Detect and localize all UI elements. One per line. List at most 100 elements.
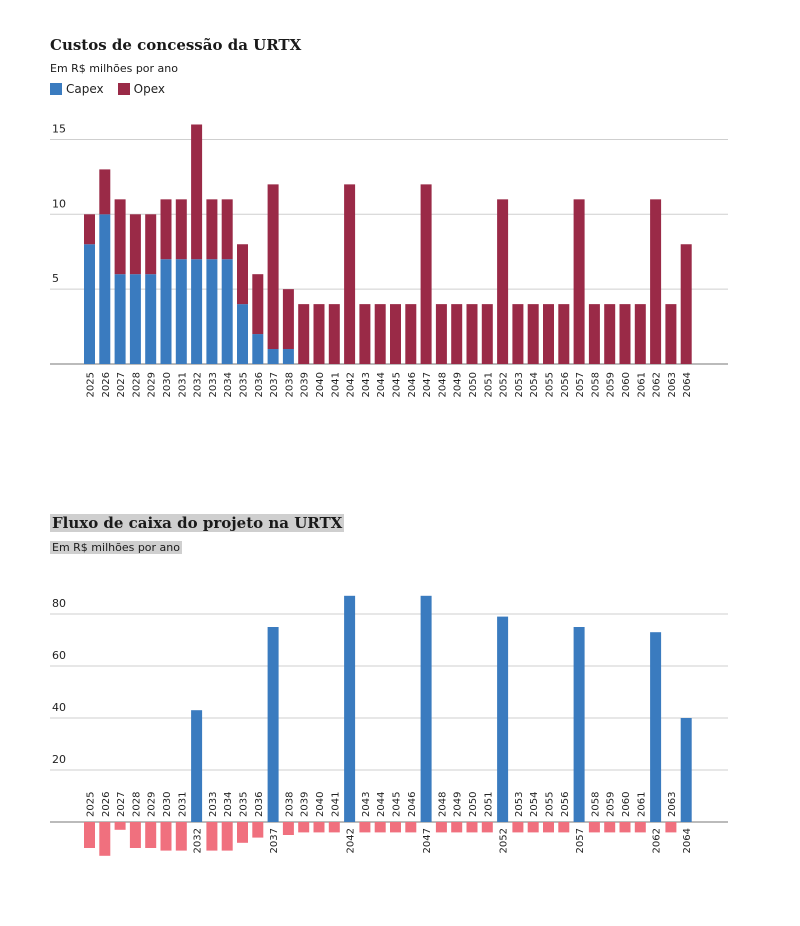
x-tick-label: 2026 — [101, 792, 112, 817]
bar-opex — [237, 244, 248, 305]
x-tick-label: 2048 — [437, 372, 448, 397]
bar-negative — [543, 822, 554, 833]
x-tick-label: 2047 — [422, 828, 433, 853]
bar-negative — [665, 822, 677, 833]
bar-capex — [129, 274, 141, 364]
x-tick-label: 2057 — [575, 372, 586, 397]
bar-negative — [237, 822, 248, 843]
bar-opex — [558, 304, 570, 364]
x-tick-label: 2036 — [254, 792, 265, 817]
bar-opex — [543, 304, 554, 364]
x-tick-label: 2035 — [239, 372, 250, 397]
x-tick-label: 2045 — [392, 372, 403, 397]
bar-opex — [420, 184, 432, 364]
x-tick-label: 2030 — [162, 792, 173, 817]
bar-opex — [405, 304, 417, 364]
bar-opex — [328, 304, 340, 364]
bar-capex — [114, 274, 126, 364]
bar-opex — [129, 214, 141, 275]
bar-negative — [634, 822, 646, 833]
bar-opex — [451, 304, 463, 364]
chart1-subtitle: Em R$ milhões por ano — [50, 62, 178, 75]
bar-negative — [558, 822, 570, 833]
x-tick-label: 2049 — [453, 792, 464, 817]
y-tick-label: 40 — [52, 701, 66, 714]
bar-capex — [221, 259, 233, 364]
y-tick-label: 20 — [52, 753, 66, 766]
x-tick-label: 2033 — [208, 372, 219, 397]
bar-capex — [160, 259, 172, 364]
bar-negative — [619, 822, 631, 833]
bar-opex — [466, 304, 478, 364]
x-tick-label: 2031 — [177, 372, 188, 397]
x-tick-label: 2027 — [116, 792, 127, 817]
bar-negative — [512, 822, 524, 833]
x-tick-label: 2044 — [376, 372, 387, 397]
bar-opex — [527, 304, 539, 364]
x-tick-label: 2052 — [499, 372, 510, 397]
bar-negative — [390, 822, 401, 833]
bar-opex — [665, 304, 677, 364]
x-tick-label: 2041 — [330, 792, 341, 817]
x-tick-label: 2033 — [208, 792, 219, 817]
bar-opex — [680, 244, 692, 364]
legend-label-opex: Opex — [133, 82, 165, 96]
bar-opex — [374, 304, 386, 364]
y-tick-label: 15 — [52, 122, 66, 135]
x-tick-label: 2026 — [101, 372, 112, 397]
bar-negative — [282, 822, 294, 835]
bar-opex — [650, 199, 662, 364]
x-tick-label: 2044 — [376, 792, 387, 817]
bar-opex — [84, 214, 95, 245]
bar-negative — [481, 822, 493, 833]
bar-opex — [99, 169, 111, 215]
bar-negative — [527, 822, 539, 833]
x-tick-label: 2039 — [300, 792, 311, 817]
x-tick-label: 2051 — [483, 792, 494, 817]
bar-positive — [191, 710, 203, 822]
bar-negative — [328, 822, 340, 833]
y-tick-label: 60 — [52, 649, 66, 662]
bar-opex — [191, 124, 203, 260]
x-tick-label: 2025 — [86, 792, 97, 817]
bar-positive — [420, 595, 432, 822]
bar-negative — [252, 822, 264, 838]
x-tick-label: 2038 — [284, 792, 295, 817]
bar-opex — [435, 304, 447, 364]
bar-negative — [588, 822, 600, 833]
x-tick-label: 2062 — [652, 828, 663, 853]
x-tick-label: 2034 — [223, 372, 234, 397]
bar-opex — [573, 199, 585, 364]
bar-negative — [374, 822, 386, 833]
bar-capex — [252, 334, 264, 364]
x-tick-label: 2036 — [254, 372, 265, 397]
bar-opex — [175, 199, 187, 260]
x-tick-label: 2027 — [116, 372, 127, 397]
opex-swatch — [117, 83, 130, 95]
x-tick-label: 2037 — [269, 828, 280, 853]
bar-opex — [252, 274, 264, 335]
x-tick-label: 2028 — [131, 792, 142, 817]
x-tick-label: 2058 — [590, 372, 601, 397]
bar-opex — [390, 304, 401, 364]
bar-opex — [145, 214, 157, 275]
bar-opex — [512, 304, 524, 364]
bar-opex — [588, 304, 600, 364]
bar-opex — [604, 304, 616, 364]
x-tick-label: 2049 — [453, 372, 464, 397]
bar-capex — [206, 259, 218, 364]
x-tick-label: 2063 — [667, 372, 678, 397]
x-tick-label: 2040 — [315, 792, 326, 817]
x-tick-label: 2054 — [529, 792, 540, 817]
x-tick-label: 2055 — [545, 372, 556, 397]
x-tick-label: 2043 — [361, 792, 372, 817]
capex-swatch — [50, 83, 62, 95]
bar-negative — [99, 822, 111, 856]
bar-positive — [267, 627, 279, 822]
x-tick-label: 2050 — [468, 792, 479, 817]
legend-item-capex: Capex — [50, 82, 104, 96]
x-tick-label: 2042 — [346, 372, 357, 397]
x-tick-label: 2041 — [330, 372, 341, 397]
x-tick-label: 2056 — [560, 792, 571, 817]
